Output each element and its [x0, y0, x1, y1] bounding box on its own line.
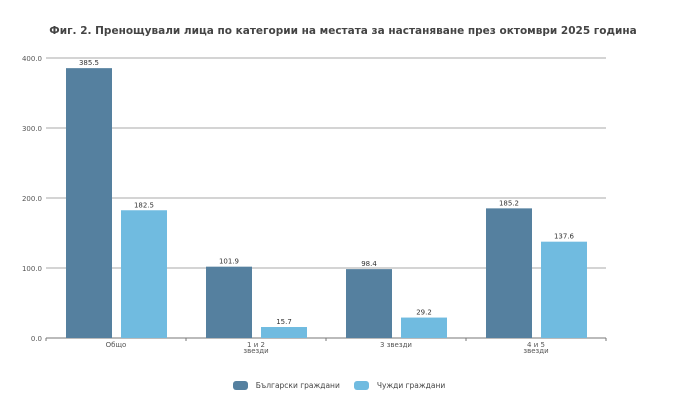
- bar: [66, 68, 112, 339]
- bar: [121, 210, 167, 338]
- y-tick-label: 200.0: [22, 195, 42, 203]
- legend-label: Чужди граждани: [376, 381, 446, 390]
- bar: [541, 241, 587, 338]
- chart-title: Фиг. 2. Пренощували лица по категории на…: [49, 25, 637, 37]
- data-label: 182.5: [134, 201, 154, 209]
- x-tick-label: звезди: [523, 347, 548, 355]
- legend-swatch: [232, 381, 248, 390]
- bar: [486, 208, 532, 338]
- legend-label: Български граждани: [255, 381, 340, 390]
- x-tick-label: 1 и 2: [247, 341, 265, 349]
- bar: [261, 327, 307, 338]
- data-label: 29.2: [416, 309, 432, 317]
- data-label: 98.4: [361, 260, 377, 268]
- data-label: 15.7: [276, 318, 292, 326]
- legend: Български граждани Чужди граждани: [0, 381, 678, 390]
- y-tick-label: 300.0: [22, 125, 42, 133]
- y-tick-label: 100.0: [22, 265, 42, 273]
- legend-item-foreign[interactable]: Чужди граждани: [353, 381, 446, 390]
- x-tick-label: 4 и 5: [527, 341, 545, 349]
- data-label: 137.6: [554, 233, 575, 241]
- bar: [401, 317, 447, 338]
- bar: [346, 269, 392, 338]
- legend-swatch: [353, 381, 369, 390]
- y-tick-label: 400.0: [22, 55, 42, 63]
- x-tick-label: звезди: [243, 347, 268, 355]
- legend-item-bulgarian[interactable]: Български граждани: [232, 381, 340, 390]
- bar: [206, 266, 252, 338]
- x-tick-label: Общо: [106, 341, 127, 349]
- data-label: 185.2: [499, 199, 519, 207]
- y-tick-label: 0.0: [31, 335, 42, 343]
- data-label: 385.5: [79, 59, 99, 67]
- data-label: 101.9: [219, 258, 239, 266]
- x-tick-label: 3 звезди: [380, 341, 412, 349]
